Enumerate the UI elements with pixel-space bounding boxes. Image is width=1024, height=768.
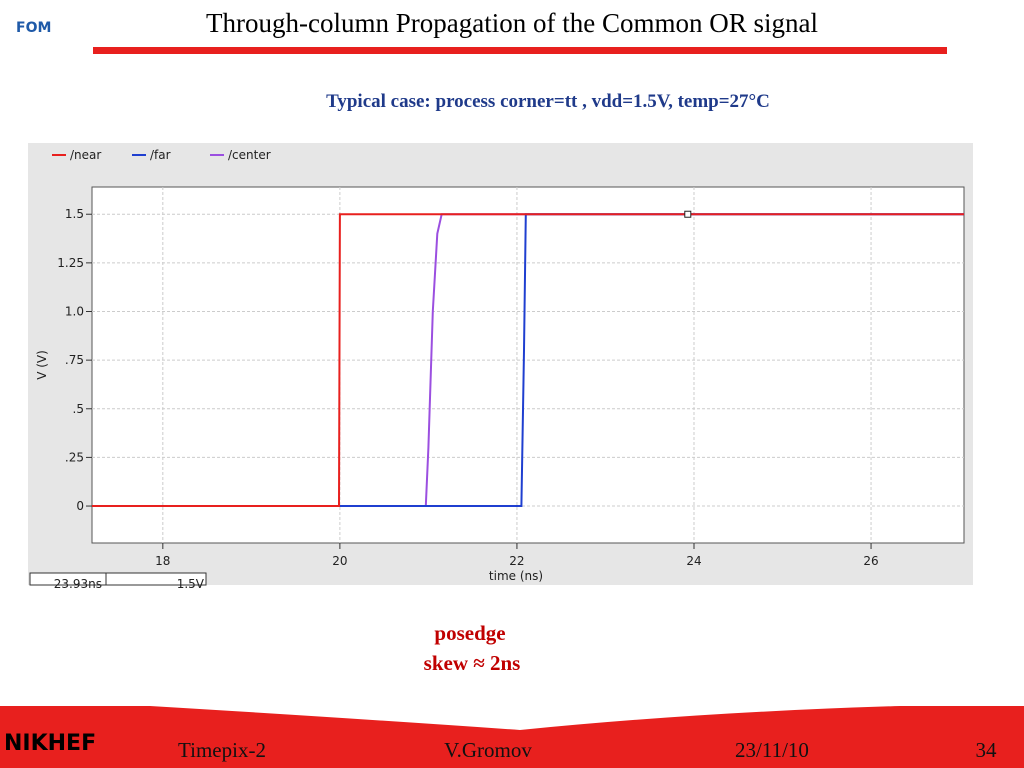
x-tick-label: 24: [686, 554, 701, 568]
y-tick-label: 1.0: [65, 305, 84, 319]
y-tick-label: .5: [73, 402, 84, 416]
x-tick-label: 26: [863, 554, 878, 568]
footer-text: Timepix-2: [178, 738, 266, 762]
fom-logo: FOM: [16, 20, 51, 36]
legend-label: /center: [228, 148, 271, 162]
footer-text: 34: [976, 738, 998, 762]
y-axis-label: V (V): [35, 350, 49, 380]
nikhef-logo: NIKHEF: [4, 731, 96, 756]
readout-label: 1.5V: [177, 577, 205, 591]
readout-box: [105, 572, 207, 586]
x-tick-label: 18: [155, 554, 170, 568]
y-tick-label: 1.25: [57, 256, 84, 270]
subtitle: Typical case: process corner=tt , vdd=1.…: [326, 91, 770, 112]
annotation: skew ≈ 2ns: [424, 651, 521, 675]
legend-label: /far: [150, 148, 171, 162]
footer-text: 23/11/10: [735, 738, 809, 762]
title-rule: [93, 47, 947, 54]
y-tick-label: 1.5: [65, 207, 84, 221]
annotation: posedge: [434, 621, 505, 645]
series-line: [92, 213, 964, 507]
plot: 0 .25 .5 .75 1.0 1.25 1.5 18 20 22 24 26 time (ns) V …: [29, 148, 964, 591]
cursor-marker: [684, 210, 692, 218]
legend-label: /near: [70, 148, 101, 162]
x-tick-label: 20: [332, 554, 347, 568]
y-tick-label: .75: [65, 353, 84, 367]
footer-swoosh: [150, 706, 900, 730]
x-tick-label: 22: [509, 554, 524, 568]
plot-area: [91, 186, 965, 544]
y-tick-label: 0: [76, 499, 84, 513]
slide-title: Through-column Propagation of the Common…: [206, 8, 818, 38]
readout-label: 23.93ns: [54, 577, 102, 591]
x-axis-label: time (ns): [489, 569, 543, 583]
y-tick-label: .25: [65, 450, 84, 464]
footer-text: V.Gromov: [444, 738, 532, 762]
